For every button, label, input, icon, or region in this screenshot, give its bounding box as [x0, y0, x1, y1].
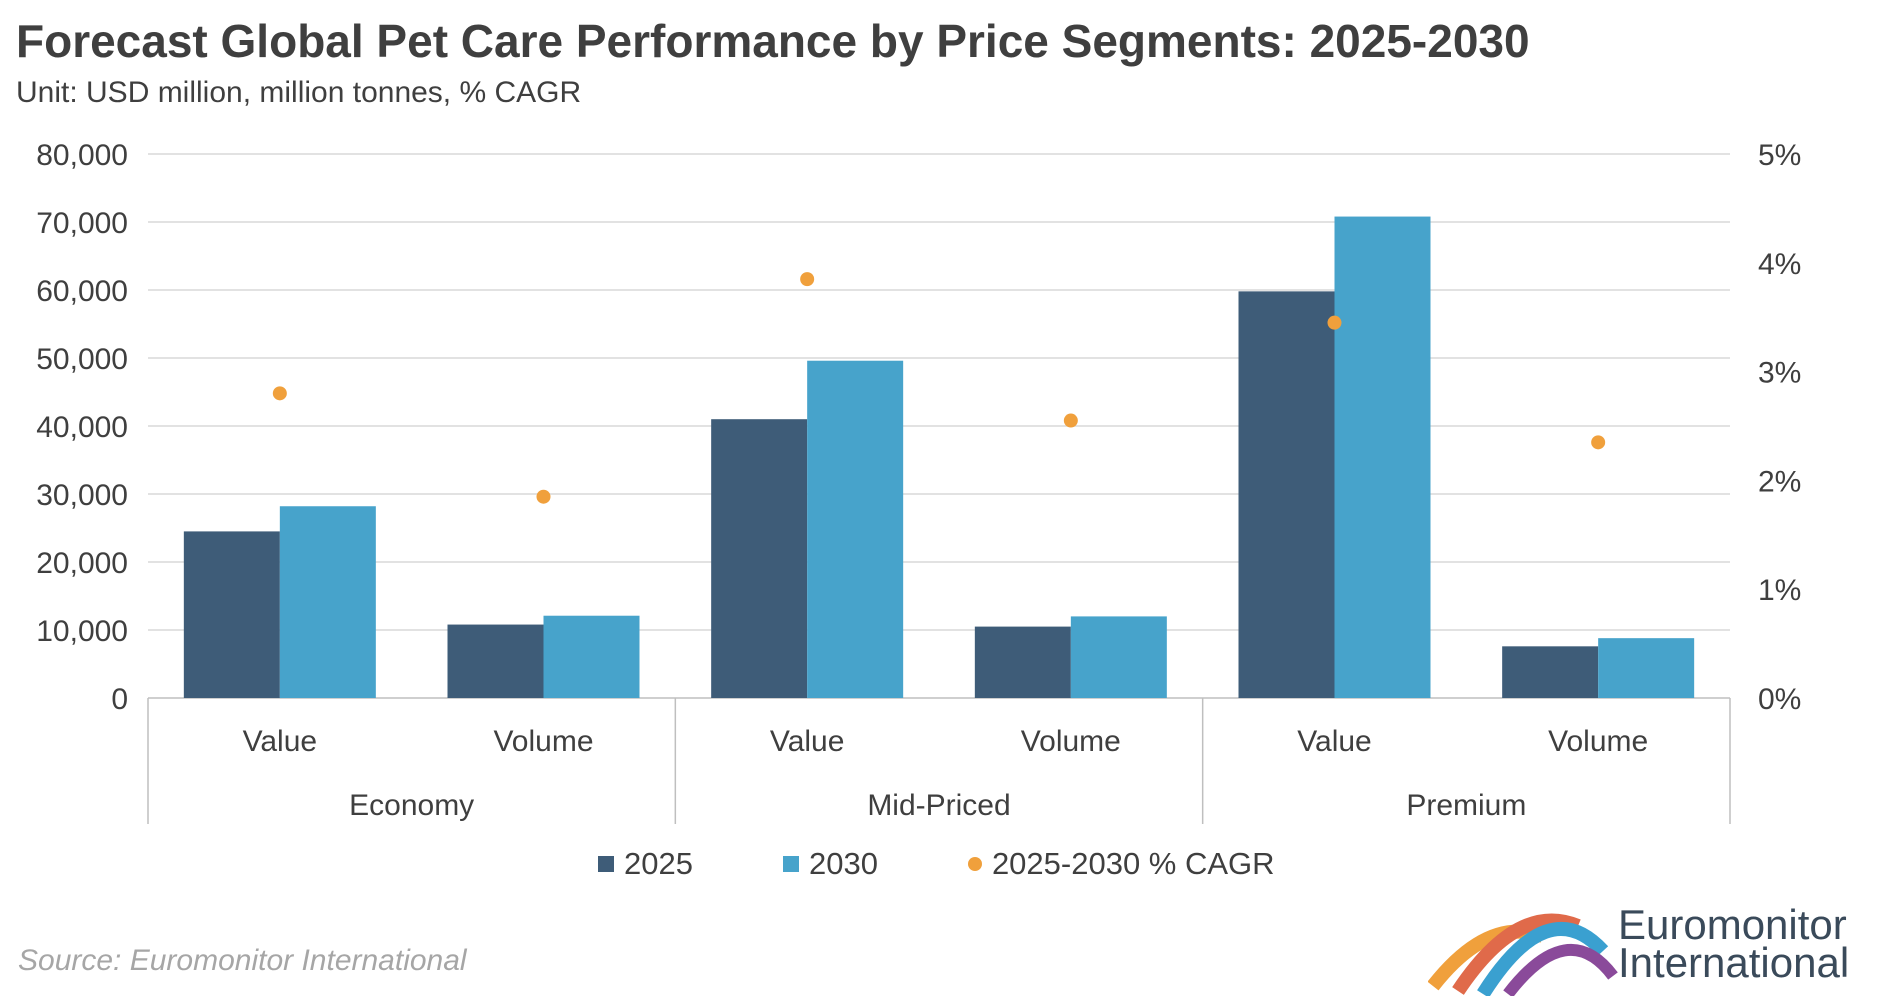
x-category-label: Value	[770, 725, 845, 758]
x-group-label: Premium	[1406, 789, 1526, 822]
legend: 2025 2030 2025-2030 % CAGR	[598, 846, 1365, 882]
legend-swatch-2030	[782, 856, 799, 872]
bar-2025	[183, 531, 280, 698]
y-tick-label: 60,000	[36, 275, 128, 308]
y-tick-label: 20,000	[36, 547, 128, 580]
y2-tick-label: 0%	[1758, 683, 1801, 716]
legend-dot-cagr	[967, 857, 982, 871]
bar-2025	[447, 624, 544, 698]
y-tick-label: 80,000	[36, 139, 128, 172]
bar-2025	[974, 626, 1071, 698]
cagr-point	[1063, 413, 1078, 428]
legend-swatch-2025	[598, 856, 614, 872]
legend-label-2025: 2025	[624, 846, 693, 881]
x-category-label: Value	[1297, 725, 1372, 758]
x-group-label: Economy	[349, 789, 474, 822]
y2-tick-label: 4%	[1758, 248, 1801, 281]
euromonitor-logo-text: Euromonitor International	[1618, 901, 1850, 986]
bar-2025	[711, 419, 808, 698]
legend-item-2030: 2030	[782, 846, 878, 882]
y-tick-label: 50,000	[36, 343, 128, 376]
cagr-point	[1591, 435, 1606, 450]
cagr-point	[536, 489, 551, 504]
y-tick-label: 10,000	[36, 615, 128, 648]
x-category-label: Volume	[1548, 725, 1648, 758]
y-tick-label: 30,000	[36, 479, 128, 512]
cagr-point	[1327, 315, 1342, 330]
chart-subtitle: Unit: USD million, million tonnes, % CAG…	[16, 76, 582, 109]
cagr-point	[800, 272, 815, 287]
x-category-label: Volume	[1021, 725, 1121, 758]
bar-2025	[1502, 646, 1599, 698]
bar-2030	[1070, 616, 1167, 698]
x-group-label: Mid-Priced	[867, 789, 1010, 822]
legend-item-2025: 2025	[598, 846, 693, 882]
y-tick-label: 70,000	[36, 207, 128, 240]
source-note: Source: Euromonitor International	[18, 944, 467, 977]
y2-tick-label: 5%	[1758, 139, 1801, 172]
euromonitor-arc-icon	[1427, 913, 1618, 998]
euromonitor-logo: Euromonitor International	[1427, 896, 1888, 998]
bar-2030	[279, 506, 376, 698]
y-tick-label: 40,000	[36, 411, 128, 444]
cagr-point	[272, 386, 287, 401]
y2-tick-label: 3%	[1758, 357, 1801, 390]
chart-title: Forecast Global Pet Care Performance by …	[16, 15, 1530, 67]
logo-line1: Euromonitor	[1618, 901, 1847, 948]
y2-tick-label: 1%	[1758, 574, 1801, 607]
bar-2025	[1238, 291, 1335, 698]
y-tick-label: 0	[111, 683, 128, 716]
logo-line2: International	[1618, 939, 1850, 986]
bar-2030	[1334, 216, 1431, 698]
legend-item-cagr: 2025-2030 % CAGR	[967, 846, 1275, 882]
bar-2030	[807, 360, 904, 698]
bar-2030	[1598, 638, 1695, 698]
x-category-label: Value	[243, 725, 318, 758]
y2-tick-label: 2%	[1758, 465, 1801, 498]
x-category-label: Volume	[493, 725, 593, 758]
legend-label-cagr: 2025-2030 % CAGR	[991, 846, 1275, 881]
bar-2030	[543, 615, 640, 698]
legend-label-2030: 2030	[808, 846, 878, 881]
